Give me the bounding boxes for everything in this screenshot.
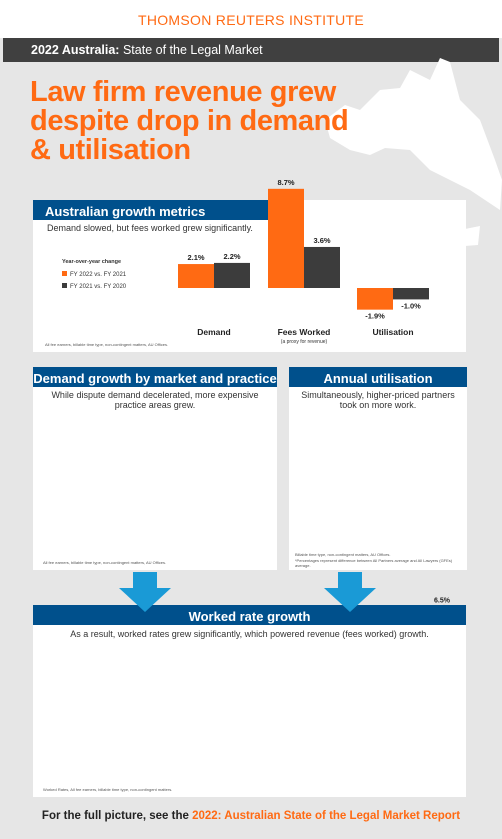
market-card-subtitle: While dispute demand decelerated, more e… — [51, 390, 259, 410]
headline: Law firm revenue grew despite drop in de… — [30, 76, 349, 166]
growth-category-sublabel: (a proxy for revenue) — [281, 339, 328, 345]
rate-data-label: 6.5% — [434, 598, 451, 605]
growth-bar — [178, 264, 214, 288]
util-card: Annual utilisation Simultaneously, highe… — [289, 367, 467, 570]
growth-legend-title: Year-over-year change — [62, 259, 121, 265]
rate-card: Worked rate growth As a result, worked r… — [33, 605, 466, 797]
report-name: State of the Legal Market — [119, 43, 263, 57]
util-card-note-2: *Percentages represent difference betwee… — [295, 558, 453, 568]
footer-cta: For the full picture, see the 2022: Aust… — [0, 810, 502, 822]
growth-category-label: Fees Worked — [278, 327, 331, 337]
growth-legend-swatch-0 — [62, 271, 67, 276]
report-link[interactable]: 2022: Australian State of the Legal Mark… — [192, 810, 461, 822]
growth-bar — [357, 288, 393, 310]
growth-category-label: Utilisation — [372, 327, 413, 337]
market-card-title: Demand growth by market and practice — [33, 367, 277, 387]
rate-card-title: Worked rate growth — [33, 605, 466, 625]
down-arrow-icon — [324, 572, 376, 612]
growth-data-label: 2.2% — [223, 252, 240, 261]
util-card-subtitle: Simultaneously, higher-priced partners t… — [301, 390, 455, 410]
report-bar: 2022 Australia: State of the Legal Marke… — [3, 38, 499, 62]
footer-text: For the full picture, see the — [41, 810, 193, 822]
market-card: Demand growth by market and practice Whi… — [33, 367, 277, 570]
util-card-note: Billable time type, non-contingent matte… — [295, 552, 391, 557]
growth-category-label: Demand — [197, 327, 231, 337]
util-card-title: Annual utilisation — [289, 367, 467, 387]
growth-data-label: -1.9% — [365, 312, 385, 321]
growth-data-label: 3.6% — [313, 236, 330, 245]
top-strip — [0, 0, 502, 38]
growth-legend-label-0: FY 2022 vs. FY 2021 — [70, 272, 127, 278]
growth-bar — [304, 246, 340, 288]
growth-bar — [268, 188, 304, 288]
growth-data-label: 8.7% — [277, 178, 294, 187]
growth-legend-label-1: FY 2021 vs. FY 2020 — [70, 284, 127, 290]
down-arrow-icon — [119, 572, 171, 612]
rate-card-note: Worked Rates, All fee earners, billable … — [43, 787, 173, 792]
growth-card-subtitle: Demand slowed, but fees worked grew sign… — [47, 223, 253, 233]
growth-bar — [393, 288, 429, 300]
growth-card-note: All fee earners, billable time type, non… — [45, 342, 169, 347]
growth-data-label: -1.0% — [401, 301, 421, 310]
growth-legend-swatch-1 — [62, 283, 67, 288]
growth-data-label: 2.1% — [187, 253, 204, 262]
rate-card-subtitle: As a result, worked rates grew significa… — [70, 629, 429, 639]
growth-card-title: Australian growth metrics — [33, 200, 271, 220]
market-card-note: All fee earners, billable time type, non… — [43, 560, 167, 565]
brand-title: THOMSON REUTERS INSTITUTE — [137, 12, 365, 28]
growth-bar — [214, 262, 250, 288]
report-year: 2022 Australia: — [31, 43, 120, 57]
